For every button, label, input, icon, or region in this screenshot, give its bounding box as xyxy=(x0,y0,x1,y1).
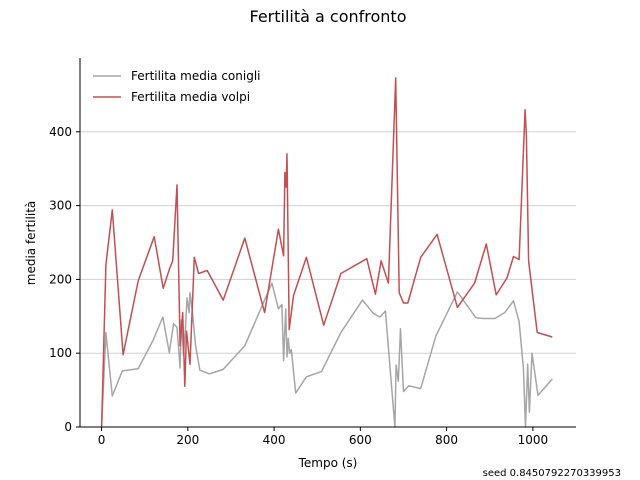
axes xyxy=(79,58,576,428)
y-tick-label-400: 400 xyxy=(49,125,72,139)
y-tick-label-300: 300 xyxy=(49,199,72,213)
x-tick-label-200: 200 xyxy=(176,433,199,447)
chart-title: Fertilità a confronto xyxy=(250,7,407,26)
series-line-conigli xyxy=(100,282,553,428)
x-tick-label-400: 400 xyxy=(263,433,286,447)
series-line-volpi xyxy=(100,77,553,428)
y-tick-label-100: 100 xyxy=(49,346,72,360)
grid xyxy=(80,131,576,354)
x-tick-label-0: 0 xyxy=(98,433,106,447)
y-tick-label-200: 200 xyxy=(49,272,72,286)
x-ticks: 0 200 400 600 800 1000 xyxy=(98,427,548,447)
legend-label-volpi: Fertilita media volpi xyxy=(131,90,250,104)
series-lines xyxy=(100,77,553,428)
x-tick-label-1000: 1000 xyxy=(518,433,549,447)
y-ticks: 0 100 200 300 400 xyxy=(49,125,80,434)
legend: Fertilita media conigli Fertilita media … xyxy=(93,69,261,104)
x-tick-label-600: 600 xyxy=(349,433,372,447)
y-axis-label: media fertilità xyxy=(24,201,38,286)
seed-footnote: seed 0.8450792270339953 xyxy=(482,468,621,479)
y-tick-label-0: 0 xyxy=(64,420,72,434)
x-tick-label-800: 800 xyxy=(435,433,458,447)
legend-label-conigli: Fertilita media conigli xyxy=(131,69,261,83)
x-axis-label: Tempo (s) xyxy=(298,456,358,470)
